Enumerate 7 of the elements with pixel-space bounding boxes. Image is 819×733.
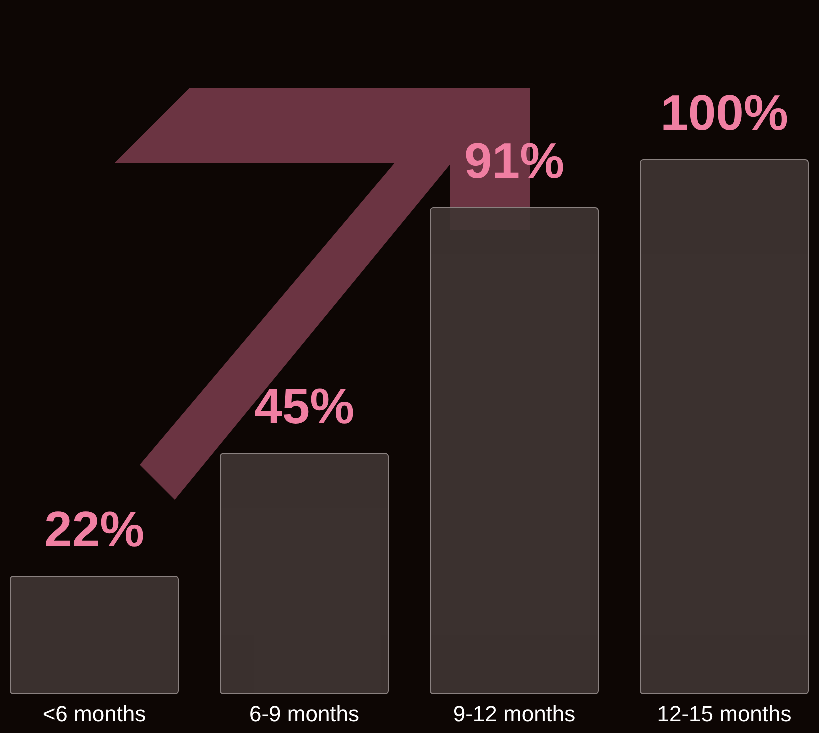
data-label: 45% xyxy=(254,378,355,435)
x-tick-label: 6-9 months xyxy=(249,702,360,726)
x-tick-label: <6 months xyxy=(42,702,146,726)
x-tick-label: 12-15 months xyxy=(657,702,792,726)
x-tick-label: 9-12 months xyxy=(453,702,576,726)
data-label: 100% xyxy=(660,85,788,141)
data-label: 22% xyxy=(44,502,145,558)
